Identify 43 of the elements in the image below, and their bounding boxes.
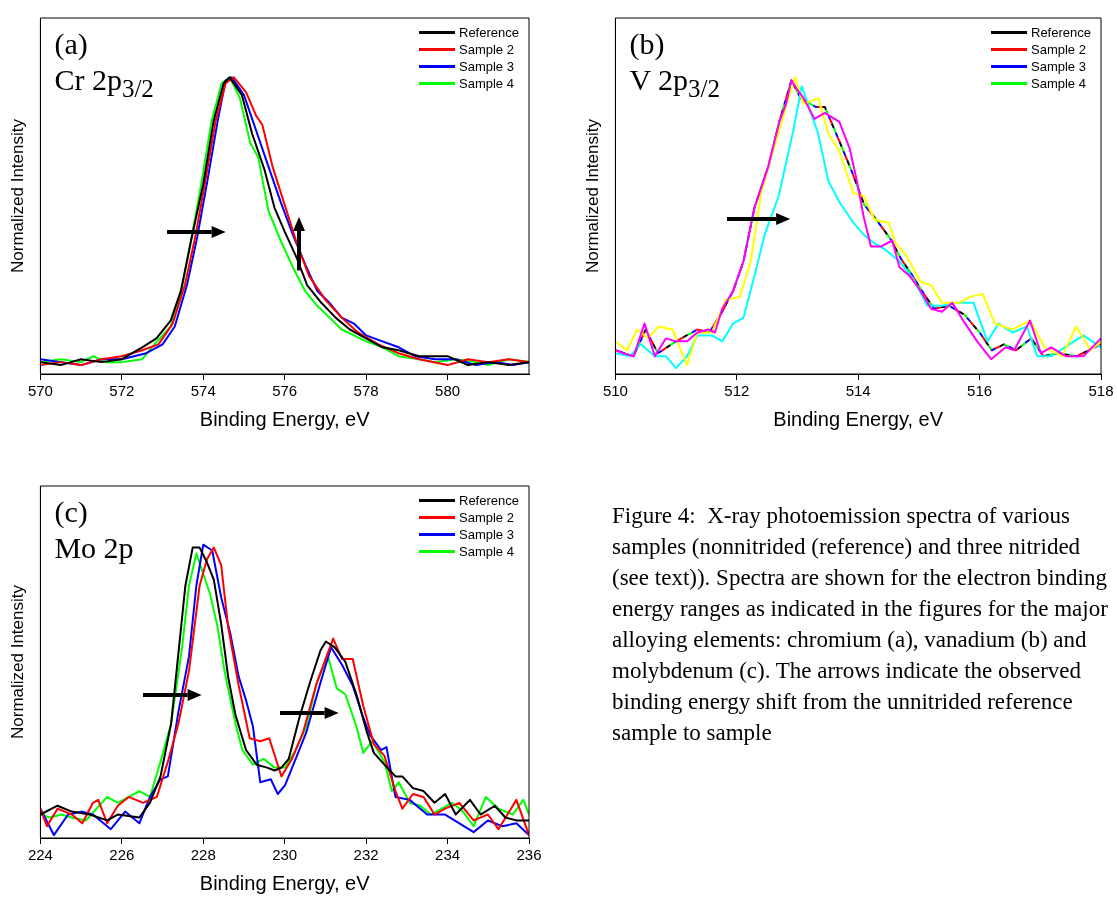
legend-label: Sample 4 (459, 75, 514, 92)
x-tick-label: 578 (353, 382, 379, 400)
x-tick-label: 228 (190, 846, 216, 864)
x-tick-label: 232 (353, 846, 379, 864)
legend-label: Sample 4 (459, 543, 514, 560)
text: (b) (629, 26, 666, 62)
text: (a) (54, 26, 89, 62)
x-axis-title: Binding Energy, eV (199, 407, 371, 430)
annotation: V 2p$_{3/2}$ (629, 62, 720, 104)
legend-label: Reference (1031, 24, 1091, 41)
x-tick-label: 574 (190, 382, 216, 400)
x-tick-label: 572 (109, 382, 135, 400)
x-tick-label: 224 (27, 846, 53, 864)
x-axis-title: Binding Energy, eV (199, 871, 371, 894)
x-tick-label: 512 (724, 382, 750, 400)
x-tick-label: 226 (109, 846, 135, 864)
y-axis-title: Normalized Intensity (7, 584, 27, 740)
x-axis-title: Binding Energy, eV (773, 407, 944, 430)
x-tick-label: 576 (272, 382, 298, 400)
x-tick-label: 516 (967, 382, 993, 400)
legend-label: Sample 2 (1031, 41, 1086, 58)
x-tick-label: 580 (435, 382, 461, 400)
y-axis-title: Normalized Intensity (582, 118, 602, 274)
text: (c) (54, 494, 89, 530)
x-tick-label: 518 (1088, 382, 1114, 400)
legend-label: Sample 2 (459, 509, 514, 526)
legend-label: Sample 2 (459, 41, 514, 58)
caption: Figure 4: X-ray photoemission spectra of various samples (nonnitrided (reference) and three nitrided (see text)). Spectra are shown for the electron binding energy ranges as indicated in the figures for the major alloying elements: chromium (a), vanadium (b) and molybdenum (c). The arrows indicate the observed binding energy shift from the unnitrided reference sample to sample (612, 502, 1109, 747)
legend-label: Reference (459, 492, 519, 509)
y-axis-title: Normalized Intensity (7, 118, 27, 274)
annotation: Mo 2p (54, 530, 134, 566)
x-tick-label: 230 (272, 846, 298, 864)
legend-label: Sample 3 (1031, 58, 1086, 75)
x-tick-label: 510 (602, 382, 628, 400)
legend-label: Sample 3 (459, 526, 514, 543)
legend-label: Reference (459, 24, 519, 41)
annotation: Cr 2p$_{3/2}$ (54, 62, 154, 104)
legend-label: Sample 4 (1031, 75, 1086, 92)
x-tick-label: 514 (845, 382, 871, 400)
x-tick-label: 570 (27, 382, 53, 400)
legend-label: Sample 3 (459, 58, 514, 75)
x-tick-label: 236 (516, 846, 542, 864)
x-tick-label: 234 (435, 846, 461, 864)
